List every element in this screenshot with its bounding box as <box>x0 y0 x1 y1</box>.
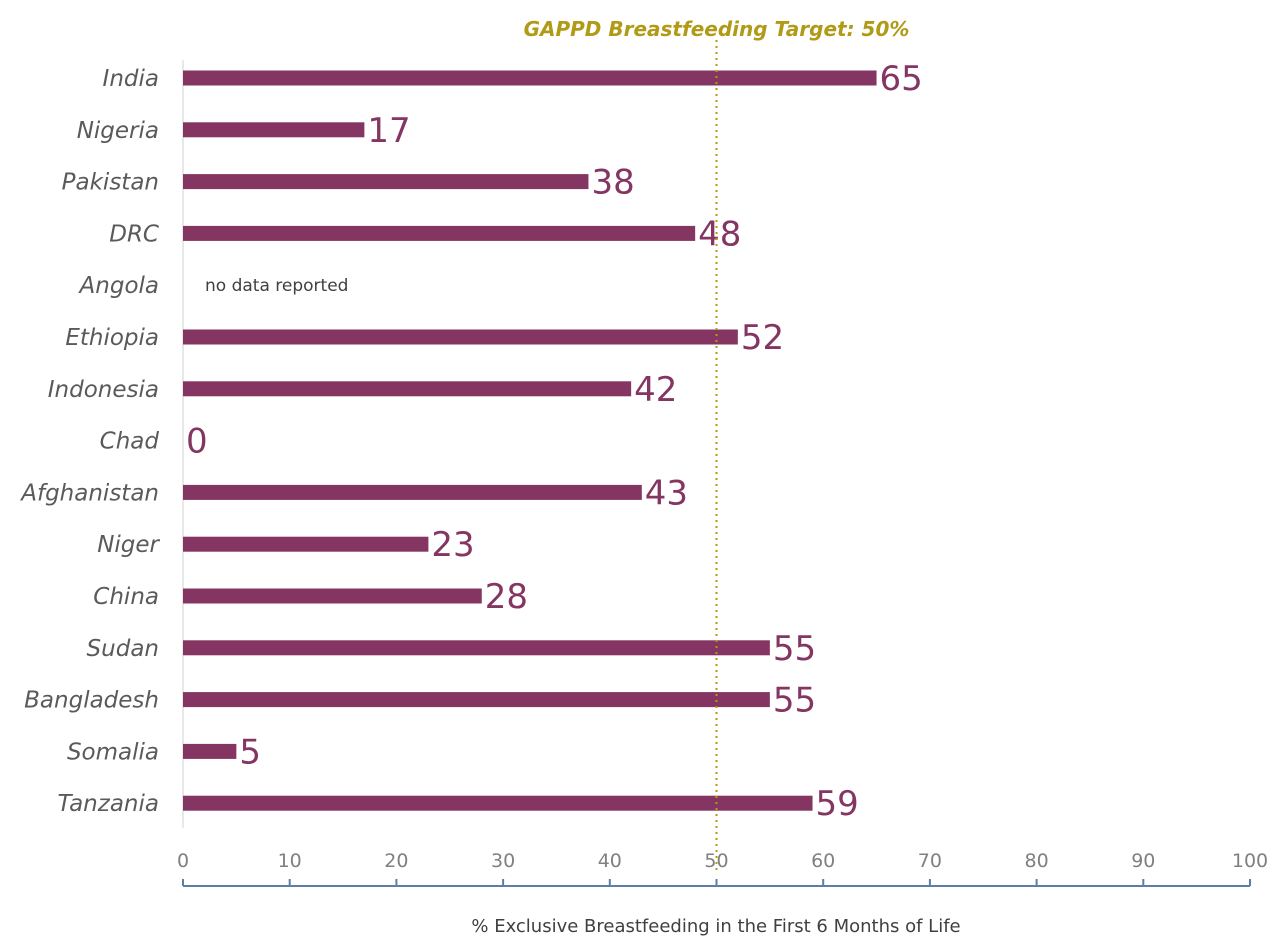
x-tick-label: 70 <box>918 850 942 872</box>
category-label-china: China <box>93 584 159 610</box>
value-label-nigeria: 17 <box>367 111 410 151</box>
x-tick-label: 50 <box>704 850 728 872</box>
bar-tanzania <box>183 795 813 811</box>
value-label-bangladesh: 55 <box>773 681 816 721</box>
value-label-niger: 23 <box>431 525 474 565</box>
x-tick-label: 10 <box>278 850 302 872</box>
reference-line-label: GAPPD Breastfeeding Target: 50% <box>524 17 910 41</box>
x-tick-label: 60 <box>811 850 835 872</box>
category-label-pakistan: Pakistan <box>62 170 159 196</box>
x-tick-label: 90 <box>1131 850 1155 872</box>
x-axis: 0 10 20 30 40 50 60 70 80 90 100 <box>177 850 1268 887</box>
bar-sudan <box>183 640 770 656</box>
category-label-india: India <box>103 66 159 92</box>
value-label-india: 65 <box>880 59 923 99</box>
category-label-indonesia: Indonesia <box>48 377 159 403</box>
value-label-somalia: 5 <box>239 732 261 772</box>
value-label-pakistan: 38 <box>591 163 634 203</box>
category-label-niger: Niger <box>97 532 160 558</box>
category-label-angola: Angola <box>78 273 159 299</box>
bar-indonesia <box>183 381 632 397</box>
value-label-sudan: 55 <box>773 629 816 669</box>
category-label-tanzania: Tanzania <box>57 791 159 817</box>
x-axis-title: % Exclusive Breastfeeding in the First 6… <box>471 916 960 937</box>
value-label-drc: 48 <box>698 214 741 254</box>
note-angola: no data reported <box>205 276 348 296</box>
bar-ethiopia <box>183 329 738 345</box>
x-tick-label: 40 <box>598 850 622 872</box>
x-tick-label: 80 <box>1025 850 1049 872</box>
value-label-afghanistan: 43 <box>645 473 688 513</box>
x-tick-label: 20 <box>384 850 408 872</box>
bar-drc <box>183 225 696 241</box>
reference-line-group: GAPPD Breastfeeding Target: 50% <box>524 17 910 872</box>
value-label-tanzania: 59 <box>816 784 859 824</box>
value-label-chad: 0 <box>186 422 208 462</box>
value-label-ethiopia: 52 <box>741 318 784 358</box>
bar-china <box>183 588 482 604</box>
category-label-chad: Chad <box>100 429 160 455</box>
bar-bangladesh <box>183 692 770 708</box>
bars <box>183 70 877 811</box>
category-label-bangladesh: Bangladesh <box>24 688 159 714</box>
bar-pakistan <box>183 174 589 190</box>
category-label-somalia: Somalia <box>67 739 159 765</box>
bar-afghanistan <box>183 484 642 500</box>
category-labels: India Nigeria Pakistan DRC Angola Ethiopia Ind… <box>19 66 160 817</box>
bar-somalia <box>183 743 237 759</box>
category-label-nigeria: Nigeria <box>77 118 159 144</box>
notes: no data reported <box>205 276 348 296</box>
category-label-sudan: Sudan <box>87 636 159 662</box>
bar-nigeria <box>183 122 365 138</box>
category-label-ethiopia: Ethiopia <box>65 325 159 351</box>
x-tick-label: 0 <box>177 850 189 872</box>
x-tick-label: 100 <box>1232 850 1268 872</box>
bar-india <box>183 70 877 86</box>
category-label-afghanistan: Afghanistan <box>19 480 159 506</box>
value-label-china: 28 <box>485 577 528 617</box>
x-tick-label: 30 <box>491 850 515 872</box>
bar-niger <box>183 536 429 552</box>
value-label-indonesia: 42 <box>634 370 677 410</box>
category-label-drc: DRC <box>109 221 159 247</box>
